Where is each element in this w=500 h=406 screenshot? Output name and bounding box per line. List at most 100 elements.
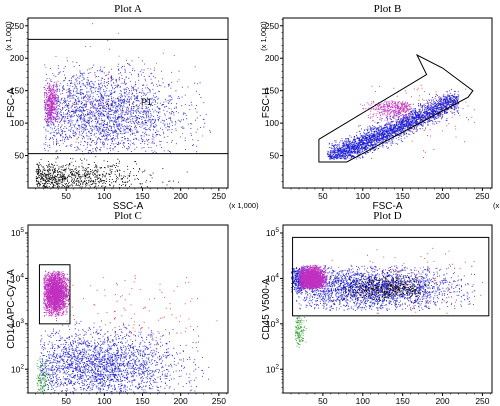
y-multiplier: (x 1,000) [259, 21, 268, 51]
x-axis: 50 100 150 200 250 [290, 393, 491, 406]
plot-frame [282, 224, 493, 394]
y-tick-label: 105 [11, 227, 24, 238]
plot-panel-4: Plot D50100150200250102103104105SSC-ACD4… [261, 210, 493, 406]
population-points [36, 355, 52, 393]
x-axis-label: FSC-A [373, 201, 403, 212]
population-points [43, 59, 211, 154]
x-tick-label: 150 [135, 191, 149, 201]
x-tick-label: 200 [435, 191, 449, 201]
y-tick-label: 104 [11, 272, 24, 283]
y-tick-label: 250 [10, 21, 24, 31]
x-tick-label: 250 [212, 396, 226, 406]
x-tick-label: 50 [61, 191, 71, 201]
population-points [43, 77, 60, 124]
x-tick-label: 200 [435, 396, 449, 406]
x-tick-label: 200 [174, 396, 188, 406]
y-axis: 102 103 104 105 [266, 227, 283, 394]
x-tick-label: 250 [475, 396, 489, 406]
x-multiplier: (x 1,000) [493, 201, 500, 210]
x-tick-label: 50 [318, 396, 328, 406]
x-tick-label: 50 [318, 191, 328, 201]
population-points [357, 100, 412, 127]
plot-panel-2: Plot B 50 100 150 200 250 50 100 150 200 250 FSC-A F… [259, 3, 500, 212]
scatter-dots [35, 23, 211, 188]
x-tick-label: 250 [475, 191, 489, 201]
x-tick-label: 50 [61, 396, 71, 406]
scatter-dots [327, 84, 475, 160]
plot-title: Plot A [114, 3, 142, 15]
y-axis-label: CD14 APC-Cy7-A [6, 269, 17, 349]
y-multiplier: (x 1,000) [4, 21, 13, 51]
x-tick-label: 200 [174, 191, 188, 201]
y-tick-label: 200 [265, 53, 279, 63]
plot-title: Plot D [373, 210, 401, 222]
y-tick-label: 50 [270, 151, 280, 161]
y-axis: 102 103 104 105 [11, 227, 28, 394]
population-points [295, 316, 307, 348]
x-axis: 50 100 150 200 250 [35, 188, 227, 201]
population-3 [299, 264, 328, 290]
population-points [299, 264, 328, 290]
population-2 [43, 59, 211, 154]
y-axis: 50 100 150 200 250 [10, 18, 28, 182]
y-axis-label: FSC-H [261, 88, 272, 119]
y-tick-label: 150 [265, 86, 279, 96]
y-tick-label: 102 [266, 363, 279, 374]
y-axis: 50 100 150 200 250 [265, 18, 283, 182]
population-points [295, 264, 476, 311]
plot-frame [27, 17, 229, 189]
x-multiplier: (x 1,000) [229, 201, 259, 210]
plot-title: Plot B [374, 3, 402, 15]
y-tick-label: 150 [10, 86, 24, 96]
population-points [327, 88, 460, 160]
y-axis-label: FSC-A [6, 88, 17, 118]
plot-title: Plot C [114, 210, 142, 222]
x-axis-label: SSC-A [113, 201, 144, 212]
population-1 [35, 153, 188, 188]
y-axis-label: CD45 V500-A [261, 278, 272, 340]
gate-rectangle[interactable] [38, 264, 71, 325]
population-3 [43, 270, 71, 317]
x-tick-label: 150 [396, 396, 410, 406]
population-points [43, 270, 71, 317]
population-4 [331, 274, 428, 304]
plot-frame [282, 17, 493, 189]
population-5 [36, 355, 52, 393]
y-tick-label: 103 [266, 318, 279, 329]
x-tick-label: 150 [396, 191, 410, 201]
y-tick-label: 102 [11, 363, 24, 374]
y-tick-label: 100 [265, 118, 279, 128]
scatter-dots [291, 247, 484, 348]
y-tick-label: 105 [266, 227, 279, 238]
y-tick-label: 50 [15, 151, 25, 161]
y-tick-label: 104 [266, 272, 279, 283]
y-tick-label: 100 [10, 118, 24, 128]
x-tick-label: 150 [135, 396, 149, 406]
x-axis: 50 100 150 200 250 [290, 188, 491, 201]
x-tick-label: 100 [97, 191, 111, 201]
y-tick-label: 200 [10, 53, 24, 63]
y-tick-label: 250 [265, 21, 279, 31]
population-points [35, 153, 188, 188]
x-tick-label: 100 [356, 191, 370, 201]
gate-polygon[interactable] [318, 53, 474, 163]
gate-rectangle[interactable] [292, 236, 490, 317]
population-points [39, 320, 210, 393]
x-tick-label: 100 [356, 396, 370, 406]
population-1 [327, 88, 460, 160]
plot-panel-3: Plot C50100150200250102103104105SSC-ACD1… [6, 210, 229, 406]
x-tick-label: 250 [212, 191, 226, 201]
population-1 [295, 264, 476, 311]
population-3 [43, 77, 60, 124]
population-2 [357, 100, 412, 127]
gate-label: P1 [141, 97, 152, 107]
population-6 [295, 316, 307, 348]
scatter-dots [36, 270, 218, 393]
population-points [331, 274, 428, 304]
x-tick-label: 100 [97, 396, 111, 406]
y-tick-label: 103 [11, 318, 24, 329]
x-axis: 50 100 150 200 250 [35, 393, 227, 406]
plot-panel-1: Plot A P1 50 100 150 200 250 50 100 150 200 250 SSC-… [4, 3, 259, 212]
population-1 [39, 320, 210, 393]
